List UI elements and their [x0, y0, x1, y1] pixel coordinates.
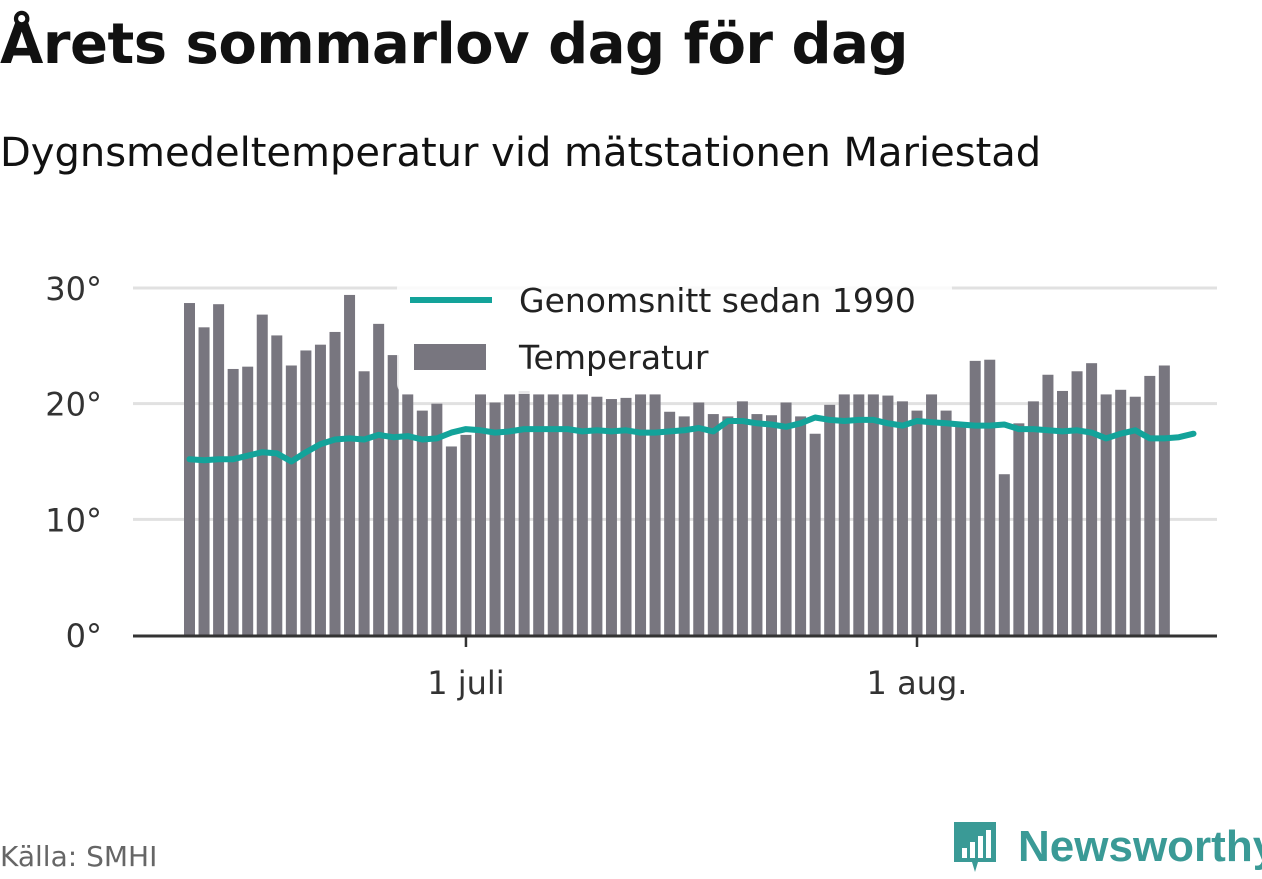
temperature-bar	[300, 350, 312, 635]
temperature-bar	[664, 411, 676, 635]
average-line	[186, 414, 1197, 465]
temperature-bar	[213, 304, 225, 635]
temperature-bar	[460, 434, 472, 635]
temperature-bar	[707, 414, 719, 635]
temperature-bar	[795, 416, 807, 635]
temperature-bar	[576, 394, 588, 635]
temperature-bar	[562, 394, 574, 635]
temperature-bar	[736, 401, 748, 635]
temperature-bar	[940, 410, 952, 635]
temperature-bar	[620, 397, 632, 635]
temperature-bar	[635, 394, 647, 635]
legend: Genomsnitt sedan 1990 Temperatur	[397, 278, 952, 394]
y-tick-label: 0°	[66, 617, 102, 655]
chart-subtitle: Dygnsmedeltemperatur vid mätstationen Ma…	[0, 130, 1042, 176]
temperature-bar	[591, 396, 603, 635]
temperature-bar	[1100, 394, 1112, 635]
temperature-bar	[242, 366, 254, 635]
x-tick-label: 1 juli	[427, 664, 504, 702]
temperature-bar	[649, 394, 661, 635]
temperature-bar	[896, 401, 908, 635]
temperature-bar	[984, 359, 996, 635]
temperature-bar	[1158, 365, 1170, 635]
temperature-bar	[358, 371, 370, 635]
temperature-bar	[969, 360, 981, 635]
temperature-bar	[882, 395, 894, 635]
temperature-bar	[1144, 375, 1156, 635]
temperature-bar	[1013, 423, 1025, 635]
temperature-bar	[751, 414, 763, 635]
temperature-bar	[533, 394, 545, 635]
temperature-bar	[722, 416, 734, 635]
newsworthy-logo-icon	[954, 822, 996, 872]
temperature-bars	[184, 294, 1170, 635]
temperature-bar	[518, 390, 530, 635]
temperature-bar	[184, 303, 195, 635]
temperature-bar	[809, 433, 821, 635]
temperature-bar	[285, 365, 297, 635]
temperature-bar	[766, 415, 777, 635]
temperature-bar	[1086, 363, 1098, 635]
temperature-bar	[431, 403, 443, 635]
temperature-bar	[445, 446, 457, 635]
temperature-bar	[314, 344, 326, 635]
temperature-bar	[838, 394, 850, 635]
brand-name: Newsworthy	[1018, 822, 1262, 871]
temperature-bar	[853, 394, 865, 635]
y-tick-label: 10°	[45, 501, 102, 539]
axes: 0° 10° 20° 30° 1 juli 1 aug.	[45, 270, 1217, 702]
temperature-bar	[1129, 396, 1141, 635]
temperature-bar	[605, 399, 617, 635]
y-tick-label: 20°	[45, 386, 102, 424]
temperature-bar	[693, 402, 705, 635]
temperature-bar	[227, 368, 239, 635]
average-line-layer	[186, 414, 1197, 465]
temperature-bar	[387, 355, 399, 635]
legend-background	[397, 278, 952, 394]
temperature-bar	[780, 402, 792, 635]
temperature-bar	[256, 314, 268, 635]
temperature-bar	[416, 410, 428, 635]
temperature-bar	[926, 394, 938, 635]
legend-label-temperature: Temperatur	[518, 338, 709, 377]
chart: Genomsnitt sedan 1990 Temperatur 0° 10° 20°…	[45, 270, 1217, 702]
y-tick-label: 30°	[45, 270, 102, 308]
temperature-bar	[1057, 390, 1068, 635]
temperature-bar	[1115, 389, 1127, 635]
temperature-bar	[998, 474, 1010, 635]
brand[interactable]: Newsworthy	[950, 818, 1262, 876]
source-note: Källa: SMHI	[0, 840, 158, 873]
legend-bar-swatch	[414, 344, 486, 370]
temperature-bar	[955, 425, 967, 635]
temperature-bar	[867, 394, 879, 635]
chart-title: Årets sommarlov dag för dag	[0, 12, 908, 77]
temperature-bar	[547, 394, 559, 635]
temperature-bar	[271, 335, 283, 635]
temperature-bar	[911, 410, 923, 635]
temperature-bar	[1027, 401, 1039, 635]
temperature-bar	[198, 327, 210, 635]
x-tick-label: 1 aug.	[867, 664, 968, 702]
temperature-bar	[475, 394, 486, 635]
temperature-bar	[402, 394, 414, 635]
temperature-bar	[373, 323, 385, 635]
temperature-bar	[489, 402, 501, 635]
temperature-bar	[344, 294, 356, 635]
temperature-bar	[678, 416, 690, 635]
temperature-bar	[1042, 374, 1054, 635]
temperature-bar	[329, 331, 341, 635]
temperature-bar	[824, 404, 836, 635]
temperature-bar	[504, 394, 516, 635]
temperature-bar	[1071, 371, 1083, 635]
legend-label-average: Genomsnitt sedan 1990	[519, 281, 916, 320]
